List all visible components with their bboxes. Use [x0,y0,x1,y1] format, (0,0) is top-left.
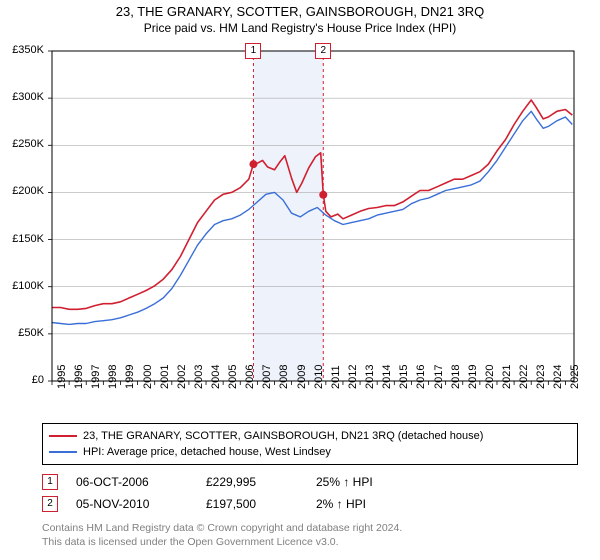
legend-row: 23, THE GRANARY, SCOTTER, GAINSBOROUGH, … [49,428,571,444]
x-tick-label: 2008 [278,365,290,389]
x-tick-label: 2003 [193,365,205,389]
x-tick-label: 2020 [484,365,496,389]
event-price: £197,500 [206,497,316,511]
x-tick-label: 2014 [381,365,393,389]
legend-label: 23, THE GRANARY, SCOTTER, GAINSBOROUGH, … [83,430,483,442]
event-tag: 1 [42,474,58,490]
footer-line: This data is licensed under the Open Gov… [42,535,578,549]
event-diff: 2% ↑ HPI [316,497,366,511]
x-tick-label: 1995 [56,365,68,389]
x-tick-label: 2005 [227,365,239,389]
x-tick-label: 2015 [398,365,410,389]
event-price: £229,995 [206,475,316,489]
event-diff: 25% ↑ HPI [316,475,373,489]
x-tick-label: 2010 [313,365,325,389]
x-tick-label: 2007 [261,365,273,389]
legend-swatch [49,435,77,437]
x-tick-label: 2018 [450,365,462,389]
y-tick-label: £50K [0,327,44,339]
event-tag: 2 [42,496,58,512]
x-tick-label: 1999 [124,365,136,389]
x-tick-label: 2021 [501,365,513,389]
legend-label: HPI: Average price, detached house, West… [83,446,331,458]
page-subtitle: Price paid vs. HM Land Registry's House … [0,21,600,35]
y-tick-label: £0 [0,374,44,386]
page-title: 23, THE GRANARY, SCOTTER, GAINSBOROUGH, … [0,4,600,19]
x-tick-label: 2011 [330,365,342,389]
legend-swatch [49,451,77,453]
price-chart: £0 £50K £100K £150K £200K £250K £300K £350K 1995… [0,41,600,417]
y-tick-label: £350K [0,44,44,56]
chart-svg [0,41,600,417]
x-tick-label: 2017 [433,365,445,389]
legend-row: HPI: Average price, detached house, West… [49,444,571,460]
footer-attribution: Contains HM Land Registry data © Crown c… [42,521,578,549]
x-tick-label: 2013 [364,365,376,389]
x-tick-label: 2016 [415,365,427,389]
x-tick-label: 2004 [210,365,222,389]
x-tick-label: 2002 [176,365,188,389]
x-tick-label: 2023 [535,365,547,389]
event-marker-tag: 1 [245,43,261,59]
x-tick-label: 2012 [347,365,359,389]
y-tick-label: £200K [0,185,44,197]
event-row: 1 06-OCT-2006£229,99525% ↑ HPI [42,471,578,493]
x-tick-label: 1998 [107,365,119,389]
footer-line: Contains HM Land Registry data © Crown c… [42,521,578,535]
event-date: 06-OCT-2006 [76,475,206,489]
y-tick-label: £100K [0,280,44,292]
x-tick-label: 2009 [296,365,308,389]
x-tick-label: 2006 [244,365,256,389]
x-tick-label: 2025 [569,365,581,389]
x-tick-label: 2000 [142,365,154,389]
y-tick-label: £150K [0,233,44,245]
x-tick-label: 2001 [159,365,171,389]
x-tick-label: 2024 [552,365,564,389]
event-date: 05-NOV-2010 [76,497,206,511]
x-tick-label: 1997 [90,365,102,389]
legend: 23, THE GRANARY, SCOTTER, GAINSBOROUGH, … [42,423,578,465]
event-row: 2 05-NOV-2010£197,5002% ↑ HPI [42,493,578,515]
event-list: 1 06-OCT-2006£229,99525% ↑ HPI 2 05-NOV-201… [42,471,578,515]
x-tick-label: 2022 [518,365,530,389]
x-tick-label: 2019 [467,365,479,389]
y-tick-label: £250K [0,138,44,150]
event-marker-tag: 2 [315,43,331,59]
x-tick-label: 1996 [73,365,85,389]
y-tick-label: £300K [0,91,44,103]
